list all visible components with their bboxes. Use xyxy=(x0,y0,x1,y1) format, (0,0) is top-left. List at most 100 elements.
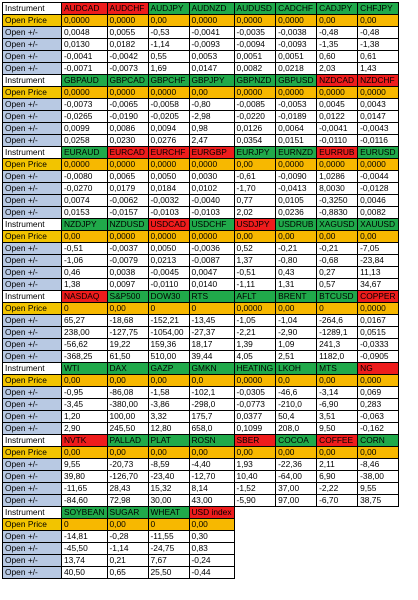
open-price-cell: 0,000 xyxy=(357,374,400,387)
open-change-cell: -1,05 xyxy=(233,314,277,327)
open-change-cell: 9,55 xyxy=(61,458,108,471)
quotes-table-body: Instrument AUDCAD AUDCHF AUDJPY AUDNZD AUDUSD… xyxy=(2,2,400,579)
open-price-cell: 0,00 xyxy=(61,374,108,387)
open-change-cell: -264,6 xyxy=(316,314,359,327)
open-price-cell: 0 xyxy=(147,518,190,531)
open-price-cell: 0,00 xyxy=(357,446,400,459)
open-change-cell: 11,13 xyxy=(357,266,400,279)
empty-cell xyxy=(234,507,276,519)
open-change-cell: 0,0147 xyxy=(188,62,235,75)
open-change-cell: 19,22 xyxy=(106,338,149,351)
open-change-label: Open +/- xyxy=(2,458,62,471)
open-price-cell: 0,00 xyxy=(316,14,359,27)
open-change-cell: 238,00 xyxy=(61,326,108,339)
open-change-cell: 0,0151 xyxy=(275,134,318,147)
instrument-name-cell: CHFJPY xyxy=(357,2,400,15)
open-price-row: Open Price 0,00 0,00 0,00 0,0 0,0000 0,0 0,00 0,… xyxy=(2,374,400,387)
quotes-table: Instrument AUDCAD AUDCHF AUDJPY AUDNZD AUDUSD… xyxy=(2,2,400,579)
open-change-cell: 2,02 xyxy=(233,206,277,219)
open-change-cell: -126,70 xyxy=(106,470,149,483)
open-price-cell: 0,00 xyxy=(233,158,277,171)
instrument-name-cell: PLAT xyxy=(147,434,190,447)
open-change-cell: -11,55 xyxy=(147,530,190,543)
open-change-cell: -0,0094 xyxy=(233,38,277,51)
open-change-cell: 0,0051 xyxy=(275,50,318,63)
open-price-cell: 0,0000 xyxy=(188,14,235,27)
open-change-cell: -0,0032 xyxy=(147,194,190,207)
instrument-name-cell: EURGBP xyxy=(188,146,235,159)
open-change-cell: 0,52 xyxy=(233,242,277,255)
instrument-name-cell: CADJPY xyxy=(316,2,359,15)
open-change-cell: 0,0094 xyxy=(147,122,190,135)
open-change-cell: 25,50 xyxy=(147,566,190,579)
instrument-name-cell: USD index xyxy=(188,506,235,519)
open-change-row: Open +/- 13,74 0,21 7,67 -0,24 xyxy=(2,554,399,567)
open-change-cell: 61,50 xyxy=(106,350,149,363)
open-price-cell: 0,0000 xyxy=(147,230,190,243)
open-price-cell: 0,0000 xyxy=(233,374,277,387)
instrument-name-cell: COCOA xyxy=(275,434,318,447)
open-change-cell: -38,00 xyxy=(357,470,400,483)
instrument-name-cell: CADCHF xyxy=(275,2,318,15)
open-change-cell: -2,90 xyxy=(275,326,318,339)
open-change-cell: 1,31 xyxy=(275,278,318,291)
open-change-cell: 0,0053 xyxy=(188,50,235,63)
open-change-cell: 1,0286 xyxy=(316,170,359,183)
open-price-cell: 0,0000 xyxy=(275,86,318,99)
instrument-label: Instrument xyxy=(2,218,62,231)
open-change-cell: 0,0047 xyxy=(188,266,235,279)
open-change-cell: -0,0110 xyxy=(147,278,190,291)
open-change-cell: -1054,00 xyxy=(147,326,190,339)
open-change-cell: -0,21 xyxy=(275,242,318,255)
open-change-cell: -64,00 xyxy=(275,470,318,483)
open-change-cell: 1,43 xyxy=(357,62,400,75)
open-change-cell: 245,50 xyxy=(106,422,149,435)
open-change-cell: 0,0140 xyxy=(188,278,235,291)
open-change-cell: 0,65 xyxy=(106,566,149,579)
open-price-label: Open Price xyxy=(2,230,62,243)
open-change-cell: -0,53 xyxy=(147,26,190,39)
instrument-name-cell: SUGAR xyxy=(106,506,149,519)
open-change-row: Open +/- -3,45 -380,00 -3,86 -298,0 -0,0773 -2… xyxy=(2,398,400,411)
open-price-cell: 0,0000 xyxy=(188,230,235,243)
open-change-cell: 0,77 xyxy=(233,194,277,207)
open-change-label: Open +/- xyxy=(2,410,62,423)
open-change-row: Open +/- -0,0270 0,0179 0,0184 0,0102 -1,70 -0… xyxy=(2,182,400,195)
instrument-header-row: Instrument EURAUD EURCAD EURCHF EURGBP EURJPY… xyxy=(2,146,400,159)
open-change-row: Open +/- 1,38 0,0097 -0,0110 0,0140 -1,11 1,31… xyxy=(2,278,400,291)
open-change-cell: -0,61 xyxy=(233,170,277,183)
open-change-label: Open +/- xyxy=(2,242,62,255)
open-price-cell: 0,0000 xyxy=(275,14,318,27)
open-change-cell: 28,43 xyxy=(106,482,149,495)
open-price-cell: 0,0000 xyxy=(233,14,277,27)
open-change-cell: -56,62 xyxy=(61,338,108,351)
open-change-row: Open +/- 0,0074 -0,0062 -0,0032 -0,0040 0,77 0… xyxy=(2,194,400,207)
instrument-name-cell: AUDNZD xyxy=(188,2,235,15)
open-change-cell: 0,0082 xyxy=(357,206,400,219)
open-change-cell: 0,0184 xyxy=(147,182,190,195)
open-price-cell: 0,00 xyxy=(233,230,277,243)
open-change-cell: 1,20 xyxy=(61,410,108,423)
open-price-cell: 0,00 xyxy=(357,14,400,27)
instrument-name-cell: MTS xyxy=(316,362,359,375)
open-change-cell: 38,75 xyxy=(357,494,400,507)
instrument-name-cell: GBPCAD xyxy=(106,74,149,87)
open-change-cell: 8,0030 xyxy=(316,182,359,195)
open-change-cell: -0,28 xyxy=(106,530,149,543)
open-price-cell: 0,0000 xyxy=(61,86,108,99)
instrument-name-cell: USDCAD xyxy=(147,218,190,231)
open-change-cell: 18,17 xyxy=(188,338,235,351)
open-change-cell: 0,0258 xyxy=(61,134,108,147)
open-price-cell: 0,0000 xyxy=(233,86,277,99)
instrument-label: Instrument xyxy=(2,506,62,519)
instrument-name-cell: NVTK xyxy=(61,434,108,447)
empty-cell xyxy=(317,519,358,531)
instrument-name-cell: EURRUB xyxy=(316,146,359,159)
open-change-cell: -0,0062 xyxy=(106,194,149,207)
open-price-cell: 0,0000 xyxy=(61,158,108,171)
open-change-cell: 0,0064 xyxy=(275,122,318,135)
open-change-row: Open +/- 39,80 -126,70 -23,40 -12,70 10,40 -64… xyxy=(2,470,400,483)
open-change-cell: 3,51 xyxy=(316,410,359,423)
instrument-label: Instrument xyxy=(2,434,62,447)
instrument-name-cell: PALLAD xyxy=(106,434,149,447)
